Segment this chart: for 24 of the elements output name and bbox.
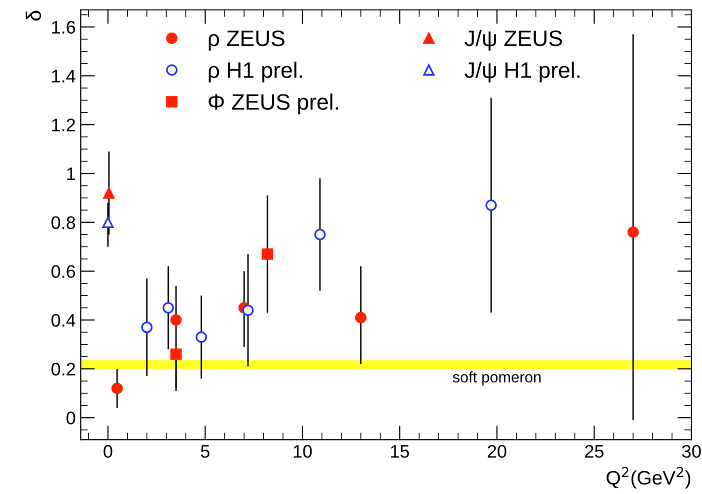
y-tick-label: 1.2: [52, 118, 75, 132]
legend-label: ρ ZEUS: [208, 30, 284, 51]
y-tick-label: 0.2: [51, 362, 75, 376]
x-tick-label: 5: [200, 445, 210, 458]
x-tick-label: 0: [104, 445, 112, 458]
y-tick-label: 0.6: [51, 265, 76, 278]
legend-label: Φ ZEUS prel.: [208, 94, 338, 114]
y-tick-label: 0.4: [51, 314, 76, 327]
y-tick-label: 0.8: [51, 216, 76, 230]
x-tick-label: 10: [294, 445, 312, 458]
x-tick-label: 20: [488, 445, 506, 458]
legend-label: J/ψ ZEUS: [464, 30, 562, 51]
y-tick-label: 1.6: [52, 20, 76, 34]
y-axis-title: δ: [26, 10, 42, 21]
y-tick-label: 0: [66, 412, 76, 424]
x-axis-title: Q$^{2}$(GeV$^{2}$): [606, 466, 690, 488]
legend-label: ρ H1 prel.: [208, 62, 302, 82]
x-tick-label: 30: [682, 445, 701, 458]
x-tick-label: 25: [585, 445, 604, 458]
y-tick-label: 1: [67, 168, 75, 180]
band-label: soft pomeron: [452, 371, 541, 386]
x-tick-label: 15: [391, 445, 409, 458]
y-tick-label: 1.4: [52, 70, 76, 82]
legend-label: J/ψ H1 prel.: [464, 62, 580, 82]
